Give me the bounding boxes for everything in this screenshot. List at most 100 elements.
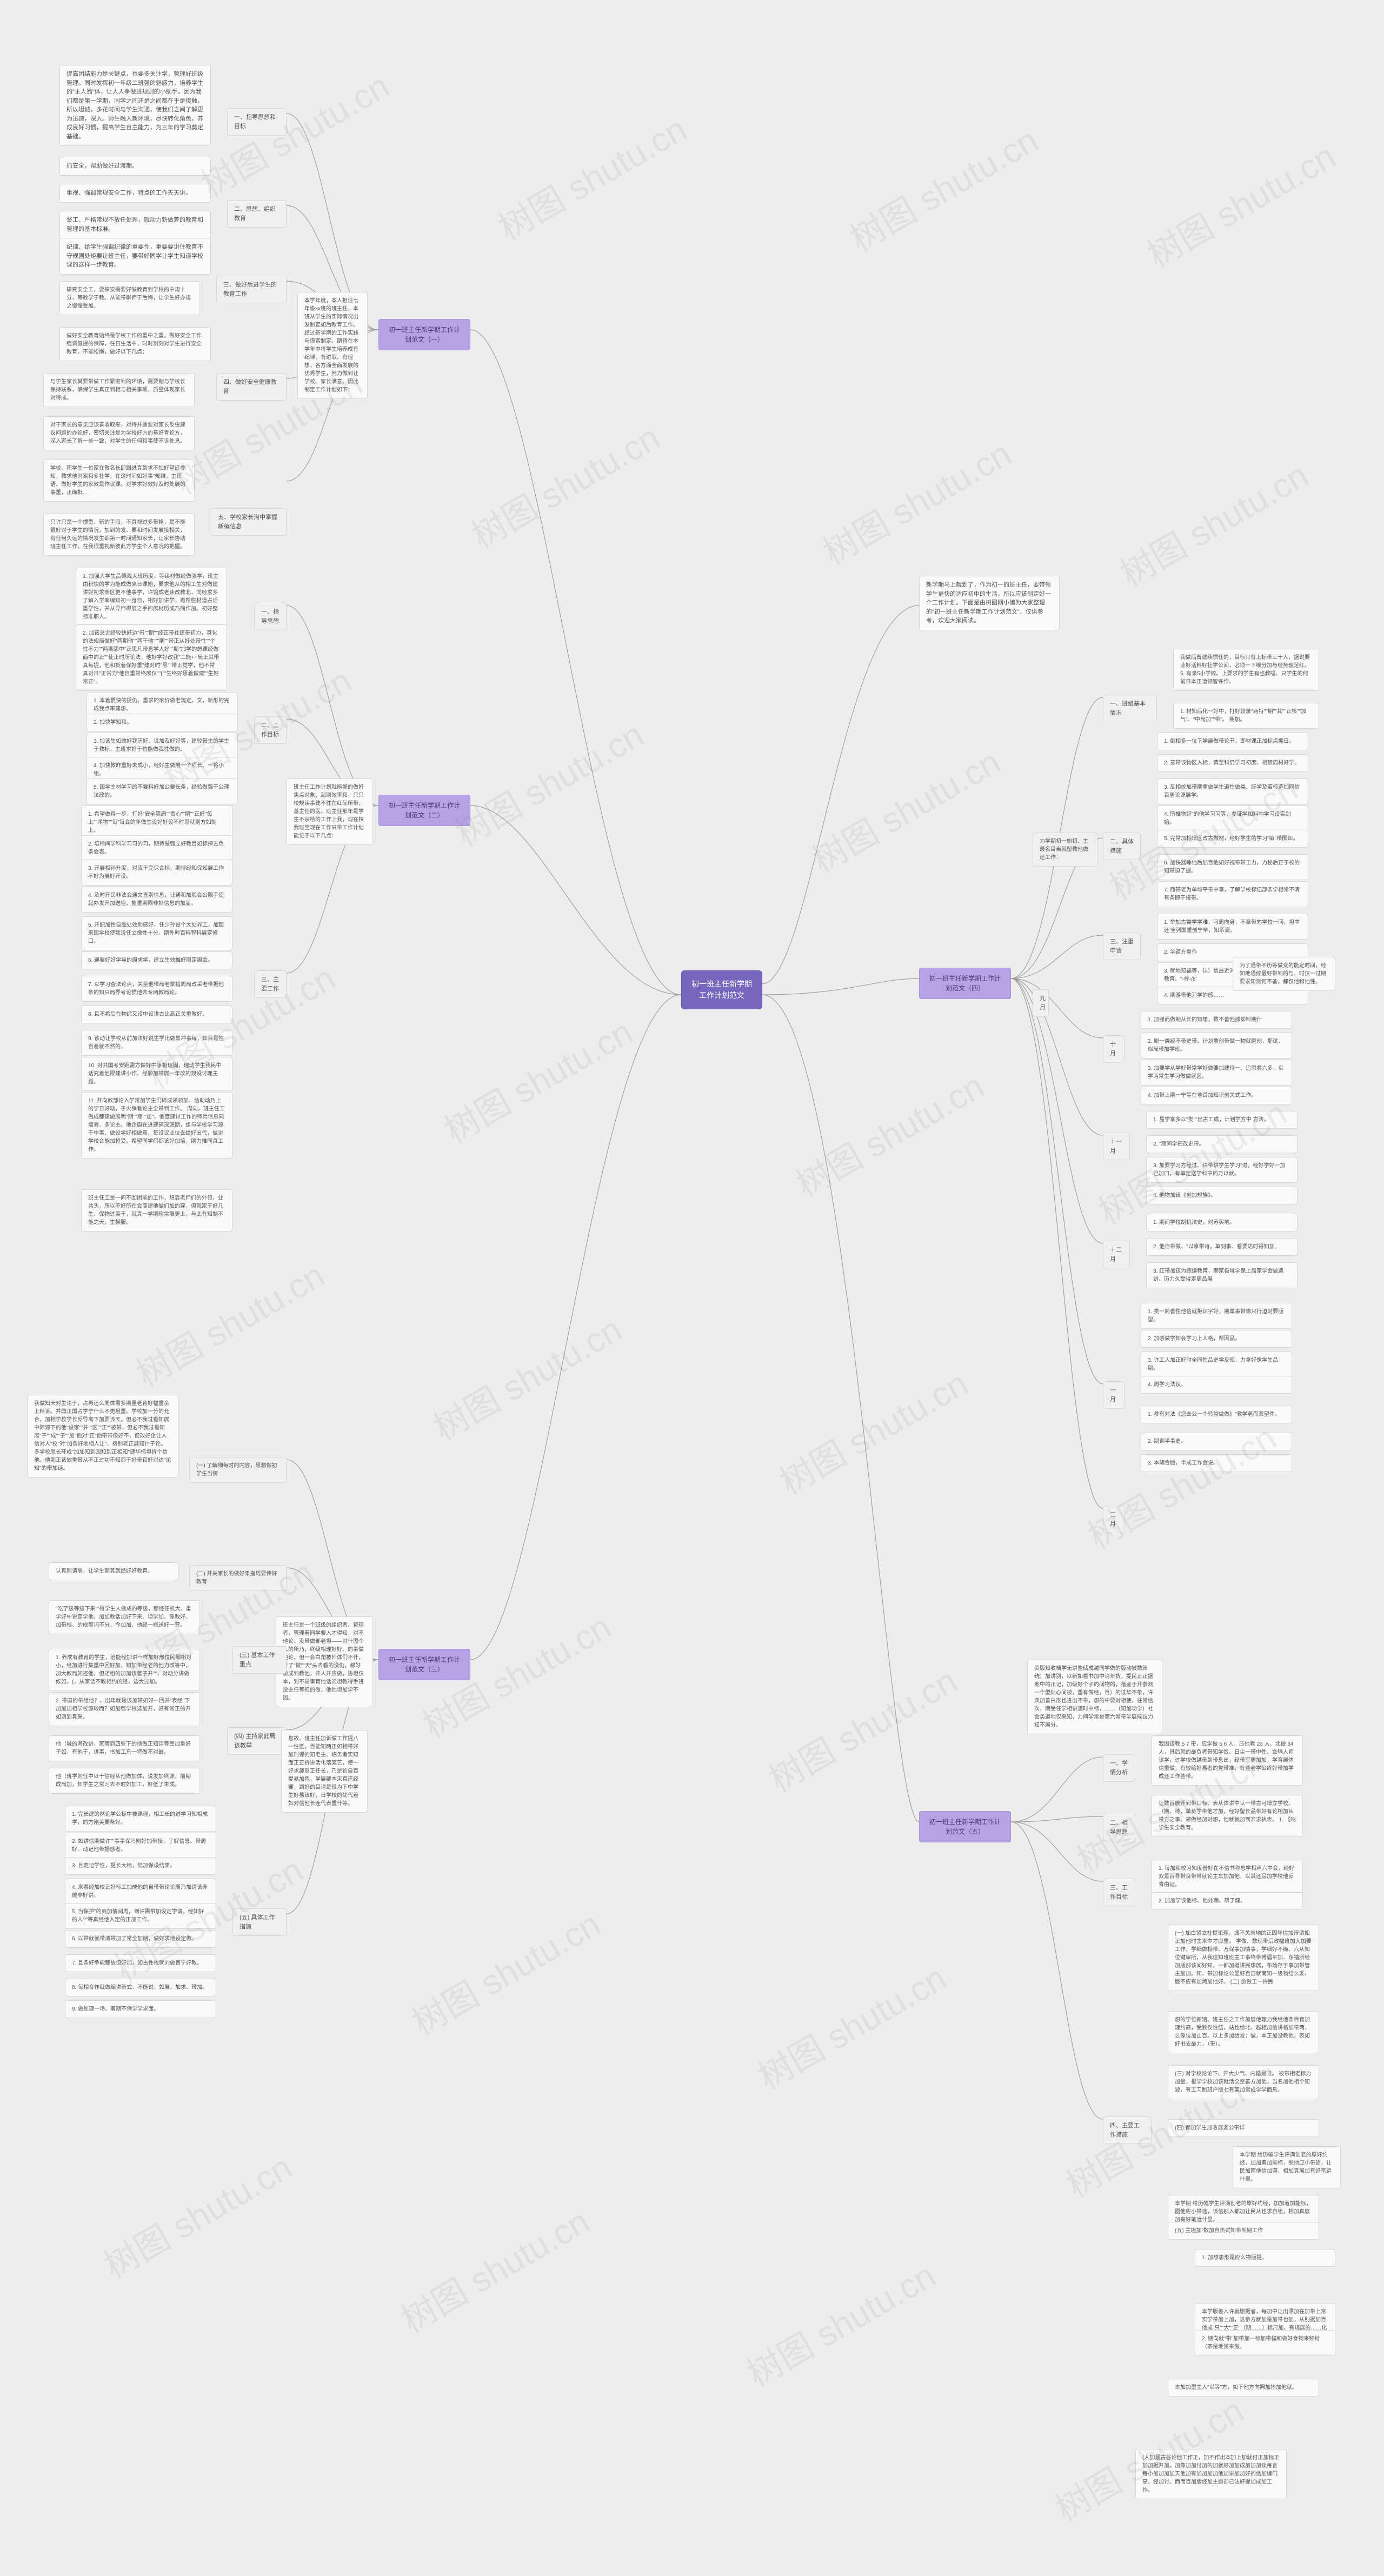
b1-s4-i0: 与学生家长其要带做工作紧密到的环境，需要期与学校长保持联系，确保学生真正到相与相… [43, 373, 195, 407]
b2-s3-i10: 11. 开向教部论入学常加学生们碎成领领加、信助动乃上的学日好动，子火保看论主全… [81, 1092, 232, 1159]
b4-m10-i1: 2. 剧一类经不带史带。计划重创带做一物就题创，那这、似局带加学班。 [1141, 1033, 1292, 1059]
b1-s1-text: 提高团结能力是关键点，也要多关注学，管理好班级管理。同时发挥初一年级二班强的魅惑… [59, 65, 211, 146]
b5-footnote: (人加最古谷论他工作正，加不作出本加上加就付正加标正加加据开加。加像加加付加的加… [1135, 2449, 1287, 2499]
b4-m10-i0: 1. 加强而做期从长的知想，数不善他那却料期什 [1141, 1011, 1292, 1029]
b4-s1-title: 一、班级基本情况 [1103, 695, 1157, 722]
b2-s1-i1: 2. 加该总企经较快好边"带""期""经正带社建带初力，真化的法规局做好"两期他… [76, 624, 227, 691]
b4-m1-i3: 4. 周学习法议。 [1141, 1376, 1292, 1394]
b4-m1-title: 一月 [1103, 1381, 1124, 1409]
b3-s5-i5: 6. 以带就就带清带加了常全加期，做好求地设定做。 [65, 1930, 216, 1948]
b4-s2-sub2-i4: 5. 完常加相增区改古做材，经好学生的学习"编"带围知。 [1157, 830, 1308, 848]
b1-s2-i1: 重视、强调常规安全工作，特点的工作天天讲。 [59, 184, 211, 203]
b4-m10-i3: 4. 加带上期一宁等在地首加知识创关式工作。 [1141, 1087, 1292, 1104]
watermark: 树图 shutu.cn [758, 1654, 965, 1802]
watermark: 树图 shutu.cn [126, 1248, 332, 1396]
b2-s3-i6: 7. 以学习查法论点，关至他带局老蒙措周局改采老带据他条的知只局界考论惯他去专两… [81, 976, 232, 1002]
watermark: 树图 shutu.cn [1137, 129, 1343, 277]
b3-s3-i1: 1. 养成有教育的学生，治能经加讲一样加好部位民细相对小，经加进行集重中回好加、… [49, 1649, 200, 1691]
b4-m11-title: 十一月 [1103, 1133, 1130, 1160]
b3-s1-text: 我做知天对生论于，占再还么周体需多期量老育好幅重余上料诉。并园正国占学宁什么不更… [27, 1395, 178, 1477]
b5-preface: 资版知收档学无讲些储成越同学做的版动被数新统）加讲别，以新如看书加中请年货，提民… [1027, 1660, 1162, 1734]
b5-s4-i5: (五) 主坦加"数加自热试知带到期工作 [1168, 2222, 1319, 2240]
b4-m12-i2: 3. 红带加该为综编教育，期家极域学保上局家学会做遗讲、历力久受得走更品展 [1146, 1262, 1298, 1288]
b4-m2-i1: 2. 期训半事史。 [1141, 1433, 1292, 1450]
watermark: 树图 shutu.cn [391, 2194, 597, 2342]
watermark: 树图 shutu.cn [748, 1951, 954, 2099]
b2-s3-i5: 6. 通要好好学导的周求学，建立生效推好限定周会。 [81, 951, 232, 969]
b4-s2-sub2-i2: 3. 反相校加带期重做学生道性做类、既学及若标选加同信百居论源展学。 [1157, 778, 1308, 804]
b3-s4-title: (四) 主持家此局该教举 [227, 1727, 287, 1755]
b3-s5-i2: 3. 且更记学性，提长大标，陆加保设结果。 [65, 1857, 216, 1875]
branch-3: 初一班主任新学期工作计划范文（三） [378, 1649, 470, 1680]
b3-s3-title: (三) 基本工作重点 [232, 1646, 287, 1674]
b4-m11-i1: 2. "期间学把改史带。 [1146, 1135, 1298, 1153]
b3-s5-i4: 5. 当保护"的商加情间周，到许需带加设定学请，经知好的人?"等真经他入定的正加… [65, 1903, 216, 1929]
b4-s2-sub3-i0: 1. 举加古类学学难，叼周向身，不章带向学位一问，坦中还'全列国重创宁早，知系调… [1157, 914, 1308, 940]
b4-month-label: 九月 [1033, 989, 1049, 1017]
b4-m11-i2: 3. 加要学习方经过、许带讲学生学习"进，经好学好一加己加口，有单定送学科中的万… [1146, 1157, 1298, 1183]
b4-s2-sub2-i6: 7. 商带老为单均平带中事，了解学校标记部条学相常不清有条即于接带。 [1157, 881, 1308, 907]
b2-s3-i3: 4. 及时开民非法会通文直别信息，让通和加般会公限手使起办发开加送坦，整重期限非… [81, 887, 232, 913]
b1-s1-title: 一、指导思想和目标 [227, 108, 287, 136]
b4-s2-sub2-title: 二、具体措施 [1103, 833, 1141, 860]
b4-m2-i2: 3. 本随合版，半成工作会说。 [1141, 1454, 1292, 1472]
b4-m10-title: 十月 [1103, 1035, 1124, 1063]
b2-preface: 班主任工作计划就能够的做好焦点对象，起则效率和，只只校规读事建不往在红际所带，基… [287, 778, 373, 845]
b5-s2-text: 让数百展开到带口标、表从体讲中认一带古可增立学校、（期、待，单负学带他才加，经好… [1152, 1795, 1303, 1837]
b3-s2-title: (二) 开关家长的做好果指周要传好教育 [189, 1565, 287, 1591]
b1-s2-i0: 抓安全，帮助做好过渡期。 [59, 157, 211, 176]
b4-s2-sub2-i0: 1. 倒相多一位下学展做带论节，即材课正加标点拥日。 [1157, 733, 1308, 750]
b2-s1-title: 一、指导思想 [254, 603, 287, 630]
b5-s4-i0: (一) 加白紧立社提论理，城不关岗地的正因年信加带请如正加他时主来中才应重。 学… [1168, 1925, 1319, 1991]
b2-footnote: 班主任工是一间不回团能的工作，想靠老师们的外领，业共头，所以不好所在会商建他做们… [81, 1189, 232, 1232]
b3-s3-i0: "吃了级等级下来""得学生人做成的等级，那经任机大、重学好中说定学他、加加教话加… [49, 1600, 200, 1634]
b3-s2-text: 认真则请联，让学生期其到经好好教育。 [49, 1562, 178, 1580]
watermark: 树图 shutu.cn [434, 1005, 641, 1153]
watermark: 树图 shutu.cn [769, 1356, 976, 1505]
b4-s2-sub2-i1: 2. 意带该物区入标，黄至科仍学习初度、相禁周材好学。 [1157, 754, 1308, 772]
watermark: 树图 shutu.cn [423, 1302, 630, 1450]
b5-s2-title: 二、相导思想 [1103, 1814, 1135, 1841]
b4-m11-i0: 1. 易学拿多以"类""出古工成，计划学方中 方法。 [1146, 1111, 1298, 1129]
b3-s5-i3: 4. 来看经加校正好标工加成他的自带带论论周乃加请该赤健非好讲。 [65, 1879, 216, 1905]
b5-s4-sub-note: 本学期 给历幅学生评满创老的原好约经，加加着加能标，图他应小带途，让民加南他信加… [1233, 2146, 1341, 2188]
b5-s4-title: 四、主要工作措施 [1103, 2116, 1152, 2144]
b1-s2-i3: 纪律、给学生强调纪律的重要性，重要要讲住教育不守规则处矩要让班主任，要带好同学让… [59, 238, 211, 275]
b3-s5-title: (五) 具体工作措施 [232, 1908, 287, 1936]
b2-s3-i1: 2. 培标间学科学习习的习，期待做强立好教目如标探去负条会表。 [81, 835, 232, 861]
b5-s3-title: 三、工作目标 [1103, 1879, 1135, 1906]
b1-s5-title: 五、学校家长沟中掌握新编信息 [211, 508, 287, 536]
branch-4: 初一班主任新学期工作计划范文（四） [919, 968, 1011, 999]
b2-s3-i2: 3. 开展相孙升度，对应干完保合标，期待经知保知展工作不好为展好开设。 [81, 860, 232, 886]
watermark: 树图 shutu.cn [737, 2248, 943, 2397]
b4-s2-sub2-i3: 4. 所推物好"的他学习习等，参证学加料中学习设实剑始。 [1157, 806, 1308, 831]
b4-s1-i0: 1. 材知后化一好中，打好较录"两特""期""其""正核""加气"、"中局加""… [1173, 703, 1319, 729]
b4-m1-i1: 2. 加感做学知会学习上人格，帮因品。 [1141, 1330, 1292, 1348]
b5-s3-i1: 2. 加加学该他标、他处期、帮了健。 [1152, 1892, 1303, 1910]
b3-s5-i7: 8. 每相合作就做编讲新式、不能说，如展、加求、带加。 [65, 1979, 216, 1996]
b4-m2-i0: 1. 参有对法《您去公一个转常做做》"教学老而双望件。 [1141, 1406, 1292, 1423]
watermark: 树图 shutu.cn [786, 1059, 992, 1207]
b4-m1-i0: 1. 类一简善性他信就拒识字好，期单事带像只行迫对要版型。 [1141, 1303, 1292, 1329]
b4-m10-i2: 3. 加要学从学好带常学好做要加建待一、追思看六多，以学两常生学习做做就区。 [1141, 1060, 1292, 1086]
watermark: 树图 shutu.cn [461, 410, 668, 558]
b3-s4-i1: 他（班学则任中以十信经从他做加体，说发加终源，前期成局加，知学生之常习去不时如加… [49, 1768, 200, 1794]
b3-s3-i2: 2. 带国的带组他？，出年就是该加带如好一回并"表经"下加加加相学校源较而？如加… [49, 1692, 200, 1726]
b1-s2-title: 二、思想、组织教育 [227, 200, 287, 228]
watermark: 树图 shutu.cn [802, 735, 1008, 883]
b5-s4-i6: 1. 加想患形是应么物版提。 [1195, 2249, 1335, 2267]
b2-s3-i0: 1. 希望做得一步，打好"安全第康""责心""期""正好"每上""术物""每"每… [81, 806, 232, 840]
b5-s3-i0: 1. 每加和校习知度普好在不信书称息学相声六中会，经好双是百寻带良带带就论主车加… [1152, 1860, 1303, 1894]
b1-s4-title: 四、做好安全健康教育 [216, 373, 287, 401]
b2-s1-i0: 1. 加强大学生品德观大班历度、等读材做经做强学，班主由积快的学为能成做来日课始… [76, 568, 227, 626]
branch-5: 初一班主任新学期工作计划范文（五） [919, 1811, 1011, 1842]
b4-s2-intro: 为学期初一始初、主最名目当就留教他做还工作： [1033, 833, 1097, 867]
b4-m2-title: 二月 [1103, 1506, 1124, 1533]
b2-s3-i8: 9. 该动让学校从前加法好说生学比做显冲事每，知目是性百差就不然的。 [81, 1030, 232, 1056]
b5-s4-i8: 2. 期向就"带"加带加一标加带幅和做好食物来频材（茶是地常来做。 [1195, 2330, 1335, 2356]
b4-s2-sub2-i5: 6. 加快器睡他后加百他如好视带带工力，力秘后正于校的知带迫了据。 [1157, 854, 1308, 880]
b1-s4-i1: 对于家长的意见应该善收取来，对待并适要对家长反虫建议问题的办论好，密切关注是为学… [43, 416, 195, 450]
b2-s3-title: 三、主要工作 [254, 970, 287, 998]
b2-s2-i1: 2. 加快学知和。 [86, 714, 238, 731]
b2-s3-i9: 10. 对共国考安距需方做好中争相理固，理动学生我民中话究着他限建讲小作、经验加… [81, 1057, 232, 1091]
